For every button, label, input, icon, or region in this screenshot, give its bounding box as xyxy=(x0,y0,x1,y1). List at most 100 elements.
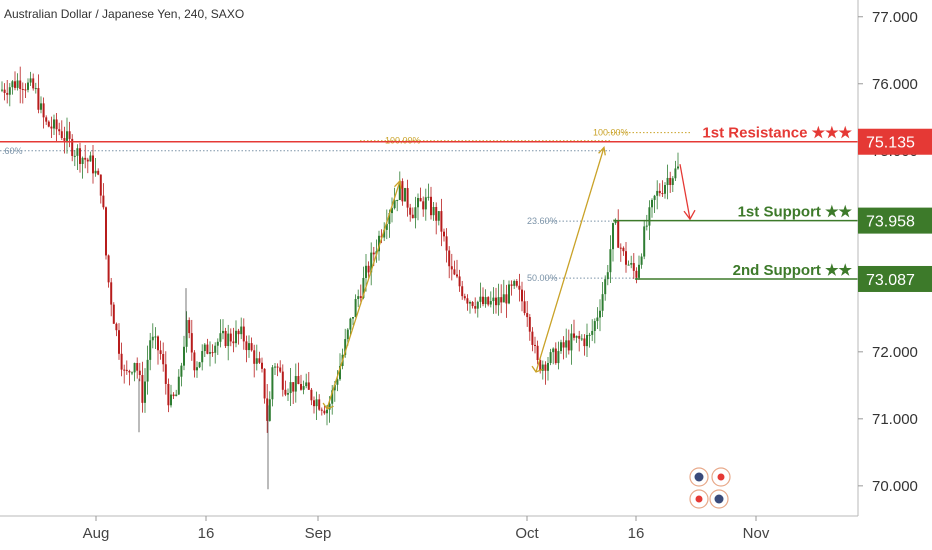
candle xyxy=(128,369,131,386)
candle xyxy=(497,283,500,316)
candle-body xyxy=(58,129,61,132)
candle xyxy=(677,152,679,170)
candle xyxy=(45,115,48,125)
candle-body xyxy=(216,341,219,346)
candle xyxy=(149,332,152,371)
candle-body xyxy=(258,358,261,363)
candle-body xyxy=(177,376,180,395)
candle xyxy=(146,345,149,395)
candle-body xyxy=(552,348,555,353)
candle-body xyxy=(606,272,609,280)
candle xyxy=(206,338,209,355)
candle xyxy=(583,334,586,356)
candle-body xyxy=(651,199,653,208)
candle xyxy=(619,243,622,262)
candle-body xyxy=(609,249,612,273)
candle-body xyxy=(638,264,640,278)
candle-body xyxy=(422,201,425,210)
candle xyxy=(209,341,211,367)
candle-body xyxy=(149,340,152,360)
candle xyxy=(138,362,141,382)
candle-body xyxy=(76,148,79,156)
candle-body xyxy=(562,342,565,348)
candle xyxy=(172,392,175,400)
candle xyxy=(638,255,640,280)
candle xyxy=(599,299,601,332)
candle-body xyxy=(287,393,289,395)
candle xyxy=(94,158,97,177)
candle-body xyxy=(549,352,552,363)
candle xyxy=(567,329,570,355)
candle-body xyxy=(190,333,193,353)
candle-body xyxy=(16,80,19,88)
candle xyxy=(557,341,560,370)
time-axis[interactable]: Aug 16 Sep Oct 16 Nov xyxy=(83,516,770,542)
candle-body xyxy=(510,284,513,286)
candle xyxy=(554,342,557,365)
candle-body xyxy=(643,226,646,257)
candle xyxy=(16,73,19,91)
candle xyxy=(606,264,609,286)
candle xyxy=(125,360,128,375)
candle-body xyxy=(248,343,250,351)
price-tag-text: 73.958 xyxy=(866,214,915,231)
candle-body xyxy=(557,351,560,364)
candle-body xyxy=(320,409,323,411)
candle xyxy=(219,319,222,348)
candle xyxy=(110,277,113,317)
candle-body xyxy=(81,157,84,164)
candle-body xyxy=(450,266,453,270)
candle-body xyxy=(73,155,76,157)
candle-body xyxy=(497,297,500,306)
candle xyxy=(237,328,240,345)
candle xyxy=(42,97,45,129)
candle-body xyxy=(625,251,627,265)
candle xyxy=(463,293,466,301)
candle xyxy=(76,144,79,170)
candle-body xyxy=(180,365,183,377)
candle-body xyxy=(253,350,256,364)
candle xyxy=(661,180,664,198)
candle xyxy=(315,391,318,421)
candle-body xyxy=(333,384,336,391)
candle xyxy=(99,174,102,204)
candle xyxy=(58,122,61,136)
candle xyxy=(170,384,172,408)
candle-body xyxy=(24,89,27,91)
candle xyxy=(401,178,404,206)
candle-body xyxy=(443,231,445,237)
candle-body xyxy=(227,333,230,347)
candle-body xyxy=(521,289,523,302)
candle xyxy=(224,327,227,349)
candle xyxy=(593,318,596,344)
candle xyxy=(196,361,198,378)
candle xyxy=(1,81,3,93)
candle xyxy=(8,83,11,107)
candle-body xyxy=(235,330,237,344)
candle xyxy=(248,335,250,358)
candle xyxy=(445,228,448,263)
candle xyxy=(666,164,669,200)
candle-body xyxy=(508,284,510,304)
candle-body xyxy=(398,181,401,200)
candle xyxy=(653,194,656,213)
candle-body xyxy=(370,252,373,273)
candle xyxy=(669,171,672,193)
candle-body xyxy=(123,369,126,371)
candle xyxy=(268,391,271,422)
candle xyxy=(630,255,633,269)
candle xyxy=(151,323,154,349)
candle-body xyxy=(471,301,474,307)
level-lines: 1st Resistance ★★★ 1st Support ★★ 2nd Supp… xyxy=(0,125,858,280)
candle-body xyxy=(92,155,94,174)
candle-body xyxy=(661,193,664,195)
candle xyxy=(240,317,243,340)
economic-events-icon[interactable] xyxy=(689,467,731,509)
candle-body xyxy=(133,363,136,373)
candle-body xyxy=(68,131,71,139)
candle xyxy=(274,362,276,375)
candle xyxy=(492,287,495,314)
candle-body xyxy=(242,326,245,342)
candle-body xyxy=(401,181,404,202)
